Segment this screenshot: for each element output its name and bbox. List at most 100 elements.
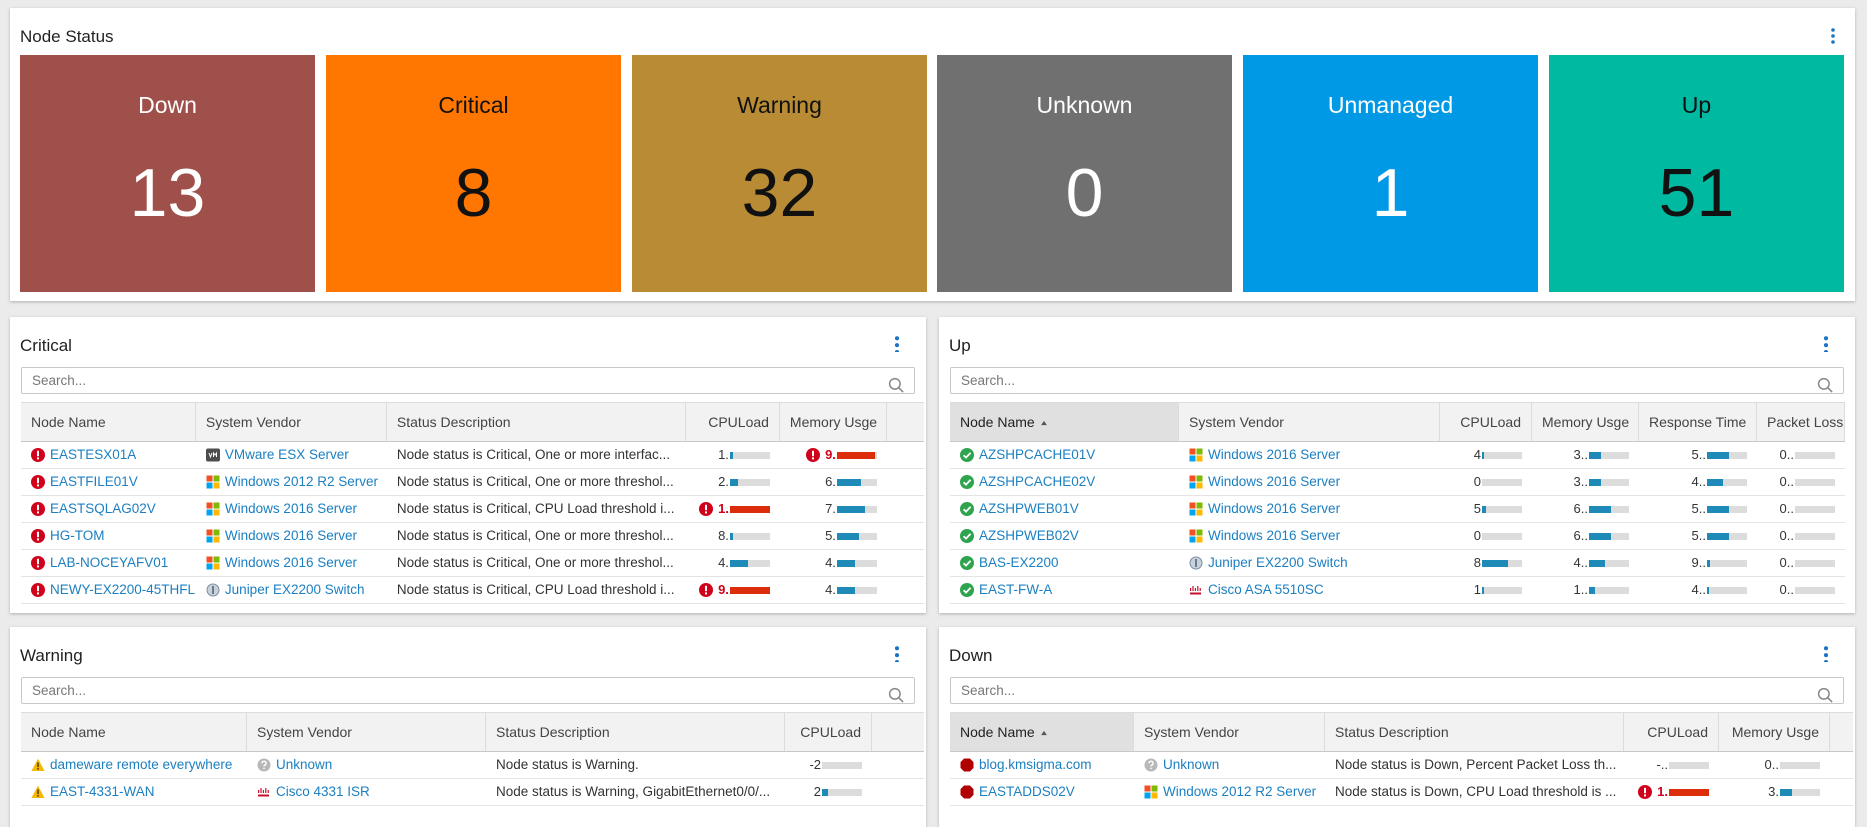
panel-title: Critical — [20, 336, 72, 355]
node-link[interactable]: EASTSQLAG02V — [50, 501, 156, 516]
vendor-link[interactable]: VMware ESX Server — [224, 447, 349, 462]
node-link[interactable]: EASTFILE01V — [50, 474, 138, 489]
column-header[interactable]: CPULoad — [686, 403, 780, 441]
bar-track — [1482, 505, 1522, 513]
table-row: blog.kmsigma.com Unknown Node status is Do… — [950, 752, 1853, 779]
node-link[interactable]: BAS-EX2200 — [979, 555, 1059, 570]
node-link[interactable]: AZSHPCACHE02V — [979, 474, 1096, 489]
status-tile[interactable]: Unmanaged 1 — [1243, 55, 1538, 292]
node-link[interactable]: blog.kmsigma.com — [979, 757, 1092, 772]
node-link[interactable]: AZSHPWEB02V — [979, 528, 1079, 543]
column-header[interactable]: Memory Usge — [1532, 403, 1639, 441]
column-header[interactable]: System Vendor — [1134, 713, 1325, 751]
cell-empty — [1830, 779, 1853, 805]
status-tile[interactable]: Unknown 0 — [937, 55, 1232, 292]
node-link[interactable]: NEWY-EX2200-45THFL — [50, 582, 196, 597]
column-header[interactable]: CPULoad — [1624, 713, 1719, 751]
bar-track — [729, 532, 770, 540]
cell-metric: 9. — [780, 442, 887, 468]
menu-dot — [1831, 40, 1835, 44]
column-header[interactable]: Node Name — [950, 403, 1179, 441]
node-link[interactable]: AZSHPCACHE01V — [979, 447, 1096, 462]
column-header[interactable]: Response Time — [1830, 713, 1853, 751]
node-link[interactable]: EASTESX01A — [50, 447, 137, 462]
column-label: CPULoad — [1460, 414, 1521, 430]
column-label: Node Name — [960, 724, 1035, 740]
search-box[interactable]: Search... — [950, 677, 1844, 704]
cell-empty — [887, 496, 924, 522]
node-link[interactable]: AZSHPWEB01V — [979, 501, 1079, 516]
panel-menu[interactable] — [1818, 646, 1834, 662]
column-header[interactable]: Memory Usge — [1719, 713, 1830, 751]
metric-value: 9.. — [1691, 555, 1706, 570]
cell-metric: 1 — [1440, 577, 1532, 603]
node-link[interactable]: LAB-NOCEYAFV01 — [50, 555, 169, 570]
column-header[interactable]: Node Name — [950, 713, 1134, 751]
vendor-link[interactable]: Windows 2012 R2 Server — [224, 474, 378, 489]
column-header[interactable]: Node Name — [21, 403, 196, 441]
vendor-link[interactable]: Unknown — [276, 757, 333, 772]
node-link[interactable]: HG-TOM — [50, 528, 105, 543]
bar-track — [729, 478, 770, 486]
column-header[interactable]: Status Description — [1325, 713, 1624, 751]
vendor-link[interactable]: Juniper EX2200 Switch — [224, 582, 365, 597]
vendor-link[interactable]: Windows 2016 Server — [1208, 528, 1341, 543]
vendor-icon-part — [1190, 592, 1201, 595]
vendor-link[interactable]: Windows 2016 Server — [224, 528, 357, 543]
column-header[interactable]: System Vendor — [1179, 403, 1440, 441]
vendor-link[interactable]: Windows 2012 R2 Server — [1163, 784, 1317, 799]
panel-menu-part — [1823, 659, 1829, 662]
status-tile[interactable]: Down 13 — [20, 55, 315, 292]
column-header[interactable]: Status Description — [387, 403, 686, 441]
panel-menu[interactable] — [1831, 28, 1835, 44]
column-header[interactable]: Memory Usge — [780, 403, 887, 441]
vendor-icon-part — [1199, 588, 1201, 591]
status-tile[interactable]: Up 51 — [1549, 55, 1844, 292]
column-header[interactable]: System Vendor — [247, 713, 486, 751]
node-link[interactable]: EAST-4331-WAN — [50, 784, 155, 799]
alert-icon — [806, 448, 821, 462]
panel-menu[interactable] — [889, 646, 905, 662]
vendor-link[interactable]: Windows 2016 Server — [1208, 447, 1341, 462]
panel-menu[interactable] — [1818, 336, 1834, 352]
cell-node: AZSHPCACHE01V — [950, 442, 1179, 468]
cell-metric: 8. — [686, 523, 780, 549]
status-tile[interactable]: Critical 8 — [326, 55, 621, 292]
cell-node: AZSHPCACHE02V — [950, 469, 1179, 495]
vendor-link[interactable]: Unknown — [1163, 757, 1220, 772]
vendor-link[interactable]: Windows 2016 Server — [224, 501, 357, 516]
node-link[interactable]: dameware remote everywhere — [50, 757, 233, 772]
column-header[interactable]: Response Time — [1639, 403, 1757, 441]
alert-icon-part — [812, 457, 815, 460]
column-label: Node Name — [31, 414, 106, 430]
search-box[interactable]: Search... — [21, 367, 915, 394]
node-link[interactable]: EASTADDS02V — [979, 784, 1075, 799]
panel-menu-part — [894, 349, 900, 352]
vendor-icon-part — [213, 509, 220, 516]
search-box[interactable]: Search... — [21, 677, 915, 704]
vendor-link[interactable]: Windows 2016 Server — [1208, 474, 1341, 489]
status-icon-part — [31, 475, 45, 489]
column-header[interactable]: Node Name — [21, 713, 247, 751]
search-box[interactable]: Search... — [950, 367, 1844, 394]
cell-metric: 1. — [686, 442, 780, 468]
node-link[interactable]: EAST-FW-A — [979, 582, 1053, 597]
status-icon — [31, 448, 45, 462]
column-header[interactable]: System Vendor — [196, 403, 387, 441]
metric-bar — [1589, 532, 1611, 540]
column-header[interactable]: Memory Usge — [872, 713, 924, 751]
vendor-link[interactable]: Cisco 4331 ISR — [276, 784, 370, 799]
status-tile[interactable]: Warning 32 — [632, 55, 927, 292]
vendor-link[interactable]: Windows 2016 Server — [1208, 501, 1341, 516]
vendor-link[interactable]: Windows 2016 Server — [224, 555, 357, 570]
column-header[interactable]: CPULoad — [785, 713, 872, 751]
vendor-icon-part — [205, 448, 220, 462]
vendor-link[interactable]: Juniper EX2200 Switch — [1208, 555, 1348, 570]
vendor-link[interactable]: Cisco ASA 5510SC — [1208, 582, 1324, 597]
column-header[interactable]: Response Time — [887, 403, 924, 441]
cell-description: Node status is Warning, GigabitEthernet0… — [486, 779, 785, 805]
panel-menu[interactable] — [889, 336, 905, 352]
column-header[interactable]: Status Description — [486, 713, 785, 751]
column-header[interactable]: Packet Loss — [1757, 403, 1845, 441]
column-header[interactable]: CPULoad — [1440, 403, 1532, 441]
